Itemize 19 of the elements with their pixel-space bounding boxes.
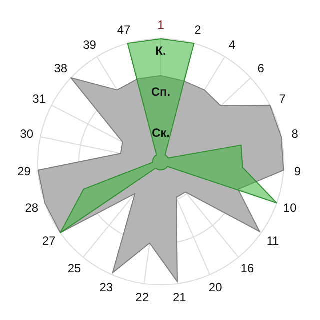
spoke-label: 20 <box>208 280 223 295</box>
spoke-label: 22 <box>136 290 150 305</box>
spoke-label: 30 <box>20 127 34 142</box>
spoke-label: 23 <box>100 280 114 295</box>
spoke-label: 31 <box>32 92 46 106</box>
spoke-label: 2 <box>194 23 202 38</box>
spoke-label: 16 <box>240 261 254 276</box>
spoke-label: 47 <box>117 23 132 38</box>
spoke-label: 10 <box>283 200 298 215</box>
spoke-label: 7 <box>279 92 286 106</box>
spoke-label: 25 <box>68 261 82 276</box>
spoke-label: 21 <box>172 290 187 305</box>
spoke-label: 29 <box>18 164 32 178</box>
spoke-label: 8 <box>292 127 299 142</box>
spoke-label: 27 <box>42 234 56 248</box>
spoke-label: 9 <box>294 164 302 178</box>
spoke-label: 28 <box>25 200 39 215</box>
spoke-label: 11 <box>266 234 280 248</box>
spoke-label: 1 <box>158 18 165 32</box>
